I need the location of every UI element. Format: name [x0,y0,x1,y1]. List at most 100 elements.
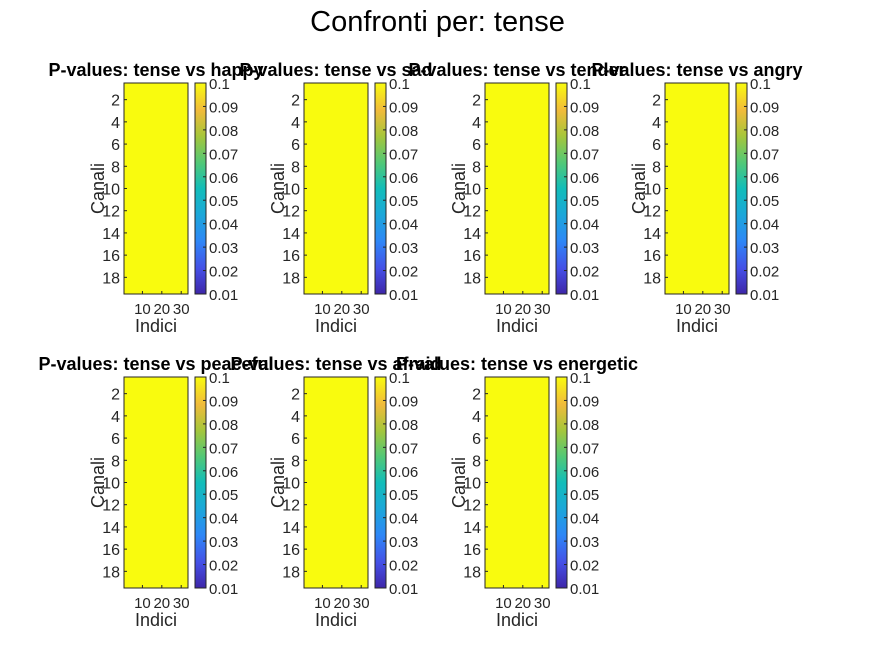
y-axis-label: Canali [449,163,469,214]
y-tick-label: 8 [472,453,481,470]
figure-title: Confronti per: tense [310,6,565,38]
colorbar-tick-label: 0.09 [750,99,779,116]
heatmap-cells [664,82,730,295]
y-tick-label: 2 [111,93,120,110]
y-tick-label: 12 [102,204,120,221]
y-tick-label: 16 [463,542,481,559]
subplot-title: P-values: tense vs tender [408,60,625,80]
colorbar-tick-label: 0.04 [389,217,418,234]
y-tick-label: 16 [463,248,481,265]
y-tick-label: 10 [282,182,300,199]
x-axis-label: Indici [496,610,538,630]
y-tick-label: 14 [463,226,481,243]
colorbar-tick-label: 0.03 [209,534,238,551]
y-tick-label: 2 [472,387,481,404]
colorbar-tick-label: 0.09 [570,99,599,116]
heatmap-cells [123,82,189,295]
y-tick-label: 12 [463,498,481,515]
colorbar-tick-label: 0.07 [389,146,418,163]
y-tick-label: 6 [111,137,120,154]
colorbar-tick-label: 0.1 [209,370,230,387]
colorbar [374,82,387,295]
colorbar-tick-label: 0.07 [209,146,238,163]
x-tick-label: 20 [694,301,711,318]
colorbar-tick-label: 0.04 [570,217,599,234]
colorbar-tick-label: 0.03 [209,240,238,257]
y-tick-label: 12 [282,498,300,515]
y-tick-label: 6 [652,137,661,154]
colorbar-tick-label: 0.07 [570,440,599,457]
y-tick-label: 12 [463,204,481,221]
y-tick-label: 4 [111,115,120,132]
x-tick-label: 20 [153,301,170,318]
colorbar-tick-label: 0.06 [209,464,238,481]
colorbar-tick-label: 0.04 [570,511,599,528]
y-tick-label: 4 [472,115,481,132]
x-axis-label: Indici [135,316,177,336]
colorbar-tick-label: 0.05 [570,487,599,504]
colorbar-tick-label: 0.08 [570,417,599,434]
y-tick-label: 18 [643,270,661,287]
y-axis-label: Canali [629,163,649,214]
x-tick-label: 10 [495,595,512,612]
y-tick-label: 14 [282,520,300,537]
y-tick-label: 14 [102,226,120,243]
colorbar-tick-label: 0.05 [750,193,779,210]
y-tick-label: 10 [282,476,300,493]
y-tick-label: 18 [282,564,300,581]
y-tick-label: 2 [291,93,300,110]
y-tick-label: 2 [111,387,120,404]
subplot-title: P-values: tense vs angry [591,60,802,80]
y-tick-label: 12 [102,498,120,515]
x-tick-label: 20 [514,595,531,612]
y-tick-label: 6 [472,431,481,448]
x-tick-label: 20 [333,301,350,318]
heatmap-cells [484,82,550,295]
y-tick-label: 2 [652,93,661,110]
colorbar-tick-label: 0.09 [389,393,418,410]
y-tick-label: 14 [643,226,661,243]
y-tick-label: 6 [111,431,120,448]
colorbar-tick-label: 0.06 [570,170,599,187]
x-tick-label: 30 [534,301,551,318]
colorbar-tick-label: 0.04 [209,511,238,528]
colorbar [194,376,207,589]
x-tick-label: 30 [173,595,190,612]
subplot-title: P-values: tense vs peaceful [38,354,273,374]
heatmap-cells [303,376,369,589]
colorbar-tick-label: 0.05 [389,193,418,210]
heatmap-cells [303,82,369,295]
x-tick-label: 30 [353,301,370,318]
colorbar-tick-label: 0.07 [750,146,779,163]
y-tick-label: 8 [291,159,300,176]
colorbar-tick-label: 0.04 [389,511,418,528]
colorbar-tick-label: 0.02 [750,264,779,281]
subplot-title: P-values: tense vs energetic [396,354,638,374]
colorbar-tick-label: 0.06 [389,464,418,481]
x-tick-label: 20 [153,595,170,612]
colorbar-tick-label: 0.07 [570,146,599,163]
y-axis-label: Canali [268,163,288,214]
y-tick-label: 14 [102,520,120,537]
colorbar-tick-label: 0.1 [750,76,771,93]
colorbar-tick-label: 0.05 [209,193,238,210]
colorbar [555,82,568,295]
y-tick-label: 4 [652,115,661,132]
colorbar-tick-label: 0.1 [389,370,410,387]
colorbar-tick-label: 0.07 [209,440,238,457]
colorbar-tick-label: 0.01 [750,287,779,304]
subplot-title: P-values: tense vs happy [48,60,263,80]
y-tick-label: 4 [472,409,481,426]
colorbar-tick-label: 0.01 [209,581,238,598]
colorbar-tick-label: 0.08 [750,123,779,140]
colorbar-tick-label: 0.07 [389,440,418,457]
x-axis-label: Indici [676,316,718,336]
x-tick-label: 10 [495,301,512,318]
x-tick-label: 10 [134,595,151,612]
y-tick-label: 12 [643,204,661,221]
colorbar-tick-label: 0.09 [209,393,238,410]
y-tick-label: 18 [463,564,481,581]
colorbar-tick-label: 0.08 [389,417,418,434]
x-tick-label: 10 [134,301,151,318]
x-tick-label: 10 [314,301,331,318]
